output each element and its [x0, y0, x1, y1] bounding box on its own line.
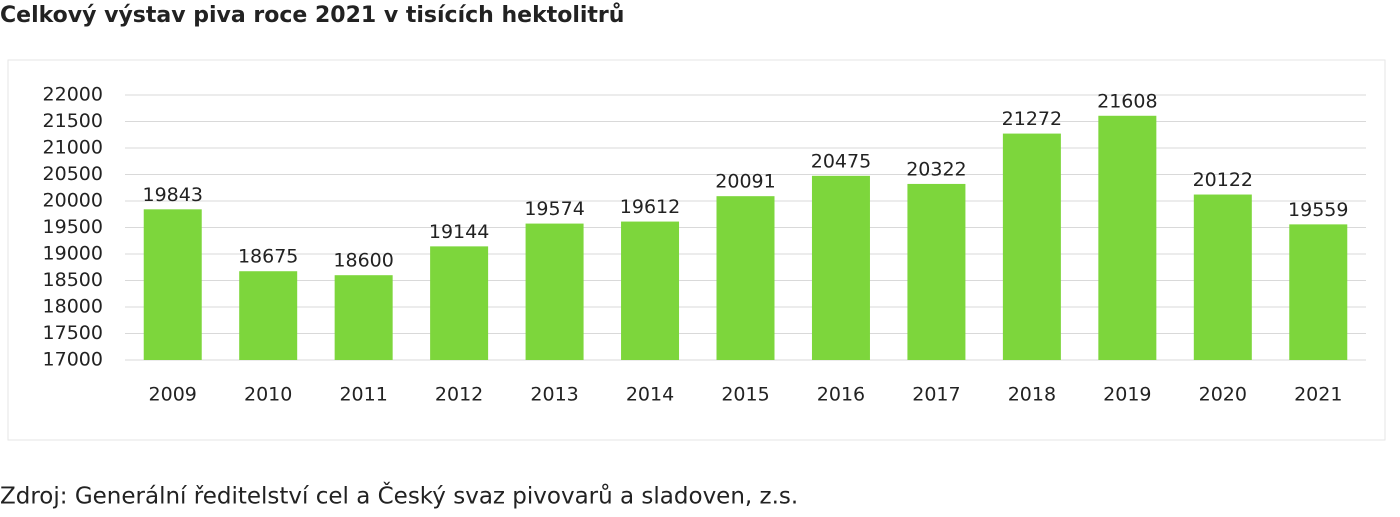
bar	[239, 271, 298, 360]
data-label: 20475	[811, 150, 871, 172]
bar	[334, 275, 393, 360]
data-label: 21608	[1097, 90, 1157, 112]
data-label: 19574	[524, 198, 584, 220]
bar	[1193, 194, 1252, 360]
y-tick-label: 20500	[43, 163, 103, 185]
x-tick-label: 2013	[530, 384, 578, 406]
y-tick-label: 20000	[43, 190, 103, 212]
data-label: 18675	[238, 246, 298, 268]
x-tick-label: 2009	[149, 384, 197, 406]
bar	[1289, 224, 1348, 360]
chart-title: Celkový výstav piva roce 2021 v tisících…	[0, 3, 624, 28]
data-label: 21272	[1002, 108, 1062, 130]
x-tick-label: 2011	[339, 384, 387, 406]
data-label: 19612	[620, 196, 680, 218]
y-tick-label: 19000	[43, 243, 103, 265]
y-tick-label: 17500	[43, 322, 103, 344]
x-tick-label: 2020	[1199, 384, 1247, 406]
bar	[716, 196, 775, 360]
x-tick-label: 2015	[721, 384, 769, 406]
y-tick-label: 18000	[43, 296, 103, 318]
data-label: 20091	[715, 171, 775, 193]
bar	[1002, 133, 1061, 360]
bar	[430, 246, 489, 360]
data-label: 19843	[143, 184, 203, 206]
x-tick-label: 2019	[1103, 384, 1151, 406]
x-tick-label: 2010	[244, 384, 292, 406]
y-tick-label: 21500	[43, 110, 103, 132]
x-tick-label: 2014	[626, 384, 674, 406]
y-tick-label: 21000	[43, 137, 103, 159]
chart-frame	[7, 59, 1386, 441]
y-tick-label: 22000	[43, 84, 103, 106]
x-tick-label: 2016	[817, 384, 865, 406]
x-tick-label: 2017	[912, 384, 960, 406]
data-label: 19559	[1288, 199, 1348, 221]
x-tick-label: 2018	[1008, 384, 1056, 406]
data-label: 19144	[429, 221, 489, 243]
data-label: 20322	[906, 158, 966, 180]
source-note: Zdroj: Generální ředitelství cel a Český…	[0, 482, 798, 510]
data-label: 18600	[333, 250, 393, 272]
bar	[1098, 115, 1157, 360]
bar	[621, 221, 680, 360]
data-label: 20122	[1193, 169, 1253, 191]
bar	[811, 175, 870, 360]
bar	[143, 209, 202, 360]
x-tick-label: 2021	[1294, 384, 1342, 406]
bar	[907, 183, 966, 360]
bar	[525, 223, 584, 360]
y-tick-label: 17000	[43, 349, 103, 371]
y-tick-label: 18500	[43, 269, 103, 291]
x-tick-label: 2012	[435, 384, 483, 406]
y-tick-label: 19500	[43, 216, 103, 238]
